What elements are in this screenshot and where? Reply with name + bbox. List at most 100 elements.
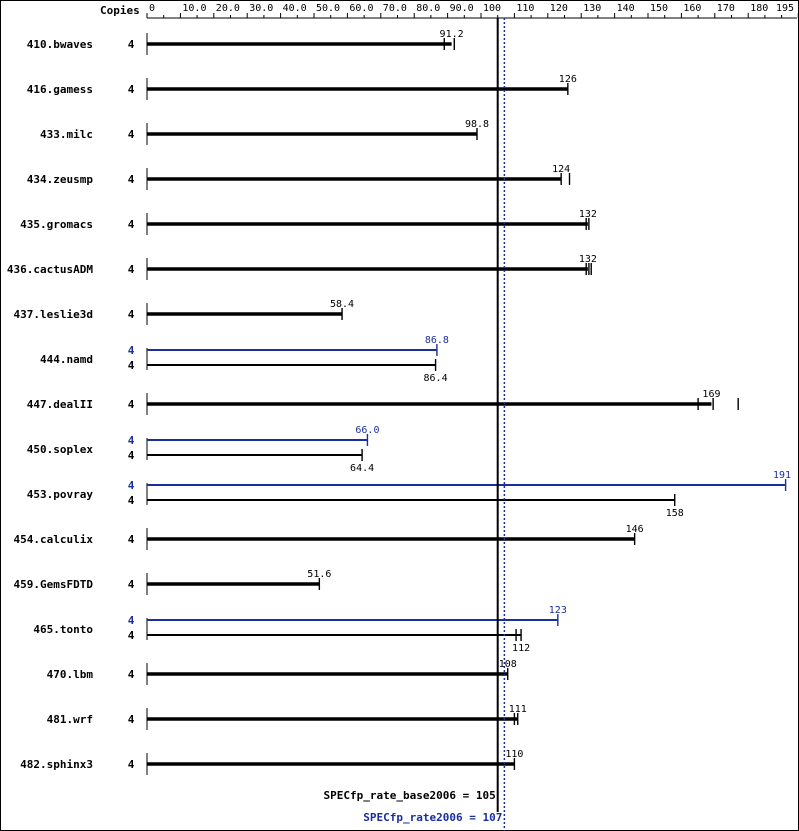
- benchmark-row: 447.dealII 4 169: [27, 389, 739, 415]
- x-tick-label: 80.0: [416, 3, 440, 14]
- benchmark-label: 435.gromacs: [20, 218, 93, 231]
- x-axis: 0 10.0 20.0 30.0 40.0 50.0 60.0 70.0 80.0 90.0 100…: [146, 3, 799, 19]
- base-value-label: 51.6: [307, 569, 331, 580]
- x-tick-label: 130: [583, 3, 601, 14]
- benchmark-row: 433.milc 4 98.8: [40, 119, 489, 145]
- base-copies: 4: [128, 128, 135, 141]
- x-tick-label: 90.0: [450, 3, 474, 14]
- benchmark-row: 454.calculix 4 146: [14, 524, 644, 550]
- benchmark-row: 459.GemsFDTD 4 51.6: [14, 569, 331, 595]
- benchmark-label: 465.tonto: [33, 623, 93, 636]
- base-copies: 4: [128, 494, 135, 507]
- base-copies: 4: [128, 218, 135, 231]
- x-tick-label: 50.0: [316, 3, 340, 14]
- benchmark-label: 450.soplex: [27, 443, 94, 456]
- base-value-label: 158: [666, 508, 684, 519]
- x-tick-label: 20.0: [216, 3, 240, 14]
- base-summary-label: SPECfp_rate_base2006 = 105: [324, 789, 496, 802]
- reference-lines: SPECfp_rate_base2006 = 105 SPECfp_rate200…: [324, 18, 506, 831]
- x-tick-label: 140: [617, 3, 635, 14]
- peak-value-label: 86.8: [425, 335, 449, 346]
- peak-summary-label: SPECfp_rate2006 = 107: [363, 811, 502, 824]
- benchmark-row: 450.soplex 4 66.0 4 64.4: [27, 425, 380, 474]
- benchmark-label: 434.zeusmp: [27, 173, 94, 186]
- base-copies: 4: [128, 263, 135, 276]
- base-value-label: 58.4: [330, 299, 354, 310]
- x-tick-label: 150: [650, 3, 668, 14]
- base-value-label: 146: [626, 524, 644, 535]
- peak-value-label: 66.0: [355, 425, 379, 436]
- base-value-label: 132: [579, 254, 597, 265]
- base-copies: 4: [128, 308, 135, 321]
- benchmark-label: 482.sphinx3: [20, 758, 93, 771]
- benchmark-rows: 410.bwaves 4 91.2 416.gamess 4 126 433.milc 4 98…: [7, 29, 791, 775]
- benchmark-label: 436.cactusADM: [7, 263, 93, 276]
- benchmark-label: 444.namd: [40, 353, 93, 366]
- peak-copies: 4: [128, 344, 135, 357]
- base-value-label: 91.2: [440, 29, 464, 40]
- benchmark-row: 434.zeusmp 4 124: [27, 164, 571, 190]
- peak-value-label: 123: [549, 605, 567, 616]
- base-value-label: 124: [552, 164, 570, 175]
- base-value-label: 86.4: [424, 373, 448, 384]
- x-tick-label: 0: [149, 3, 155, 14]
- benchmark-label: 437.leslie3d: [14, 308, 93, 321]
- peak-copies: 4: [128, 614, 135, 627]
- x-tick-label: 180: [750, 3, 768, 14]
- base-copies: 4: [128, 83, 135, 96]
- base-value-label: 110: [505, 749, 523, 760]
- benchmark-row: 481.wrf 4 111: [47, 704, 527, 730]
- base-copies: 4: [128, 398, 135, 411]
- benchmark-label: 433.milc: [40, 128, 93, 141]
- benchmark-row: 444.namd 4 86.8 4 86.4: [40, 335, 449, 384]
- base-value-label: 126: [559, 74, 577, 85]
- benchmark-label: 481.wrf: [47, 713, 93, 726]
- x-tick-label: 60.0: [349, 3, 373, 14]
- benchmark-row: 435.gromacs 4 132: [20, 209, 597, 235]
- base-value-label: 108: [499, 659, 517, 670]
- x-tick-label: 10.0: [182, 3, 206, 14]
- benchmark-row: 470.lbm 4 108: [47, 659, 517, 685]
- x-tick-label: 195: [776, 3, 794, 14]
- copies-header: Copies: [100, 4, 140, 17]
- base-copies: 4: [128, 668, 135, 681]
- base-copies: 4: [128, 449, 135, 462]
- benchmark-row: 437.leslie3d 4 58.4: [14, 299, 354, 325]
- benchmark-row: 482.sphinx3 4 110: [20, 749, 523, 775]
- base-value-label: 132: [579, 209, 597, 220]
- base-value-label: 64.4: [350, 463, 374, 474]
- benchmark-label: 416.gamess: [27, 83, 93, 96]
- benchmark-label: 470.lbm: [47, 668, 94, 681]
- base-value-label: 112: [512, 643, 530, 654]
- base-value-label: 111: [509, 704, 527, 715]
- x-tick-label: 110: [516, 3, 534, 14]
- peak-value-label: 191: [773, 470, 791, 481]
- x-tick-label: 100: [483, 3, 501, 14]
- benchmark-row: 410.bwaves 4 91.2: [27, 29, 464, 55]
- base-copies: 4: [128, 359, 135, 372]
- x-tick-label: 30.0: [249, 3, 273, 14]
- benchmark-row: 465.tonto 4 123 4 112: [33, 605, 566, 654]
- base-value-label: 169: [702, 389, 720, 400]
- benchmark-label: 410.bwaves: [27, 38, 93, 51]
- base-copies: 4: [128, 578, 135, 591]
- benchmark-label: 453.povray: [27, 488, 94, 501]
- base-copies: 4: [128, 533, 135, 546]
- x-tick-label: 170: [717, 3, 735, 14]
- base-copies: 4: [128, 713, 135, 726]
- x-tick-label: 40.0: [283, 3, 307, 14]
- base-copies: 4: [128, 758, 135, 771]
- benchmark-row: 436.cactusADM 4 132: [7, 254, 597, 280]
- benchmark-row: 453.povray 4 191 4 158: [27, 470, 791, 519]
- x-tick-label: 70.0: [383, 3, 407, 14]
- base-value-label: 98.8: [465, 119, 489, 130]
- benchmark-label: 454.calculix: [14, 533, 94, 546]
- base-copies: 4: [128, 38, 135, 51]
- x-tick-label: 160: [683, 3, 701, 14]
- peak-copies: 4: [128, 434, 135, 447]
- base-copies: 4: [128, 173, 135, 186]
- x-tick-label: 120: [550, 3, 568, 14]
